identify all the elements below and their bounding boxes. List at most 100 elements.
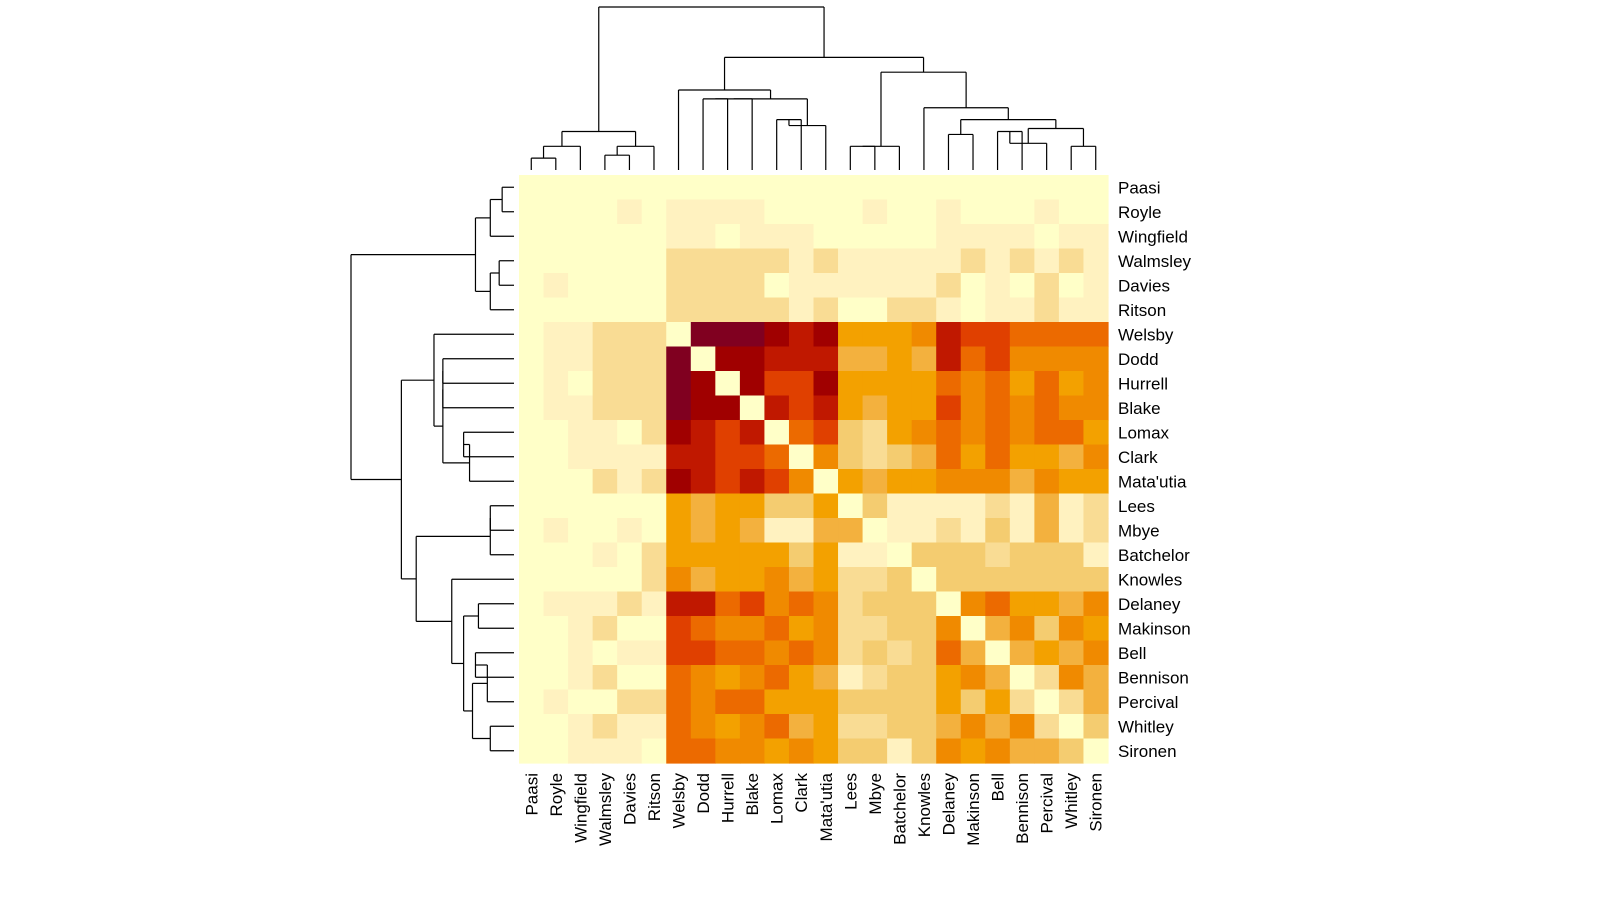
heatmap-cell [1058,665,1085,691]
heatmap-cell [960,371,986,397]
heatmap-cell [617,346,643,372]
heatmap-cell [1083,420,1109,446]
heatmap-cell [739,395,766,421]
heatmap-cell [862,273,888,299]
heatmap-cell [715,714,741,740]
heatmap-cell [1009,199,1035,225]
heatmap-cell [715,469,741,495]
heatmap-cell [641,346,667,372]
heatmap-cell [1034,738,1060,764]
heatmap-cell [960,444,986,470]
heatmap-cell [690,420,716,446]
row-label-mata-utia: Mata'utia [1118,472,1187,491]
heatmap-cell [813,616,839,642]
heatmap-cell [690,689,716,715]
heatmap-cell [862,493,888,519]
heatmap-cell [1034,591,1060,617]
heatmap-cell [911,616,937,642]
heatmap-cell [887,420,913,446]
row-label-delaney: Delaney [1118,595,1181,614]
heatmap-cell [838,665,864,691]
heatmap-cell [568,518,594,544]
heatmap-cell [1034,346,1060,372]
heatmap-cell [788,738,815,764]
heatmap-cell [1034,689,1060,715]
heatmap-cell [715,689,741,715]
heatmap-cell [1034,273,1060,299]
heatmap-cell [592,248,618,274]
heatmap-cell [985,224,1011,250]
row-label-whitley: Whitley [1118,717,1174,736]
heatmap-cell [862,640,888,666]
heatmap-cell [911,273,937,299]
heatmap-cell [936,297,962,323]
heatmap-cell [1083,273,1109,299]
heatmap-cell [1009,420,1035,446]
heatmap-cell [887,322,913,348]
heatmap-cell [1058,224,1085,250]
heatmap-cell [715,346,741,372]
heatmap-cell [764,518,790,544]
heatmap-cell [568,297,594,323]
column-label-walmsley: Walmsley [596,773,615,847]
heatmap-cell [862,542,888,568]
heatmap-cell [813,248,839,274]
heatmap-cell [887,248,913,274]
heatmap-cell [911,542,937,568]
heatmap-cell [1009,273,1035,299]
heatmap-cell [666,371,692,397]
heatmap-cell [1034,224,1060,250]
heatmap-cell [862,395,888,421]
heatmap-cell [813,224,839,250]
heatmap-cell [592,346,618,372]
heatmap-cell [617,518,643,544]
heatmap-cell [960,395,986,421]
heatmap-cell [592,395,618,421]
heatmap-cell [838,518,864,544]
heatmap-cell [641,395,667,421]
heatmap-cell [788,420,815,446]
heatmap-cell [936,248,962,274]
heatmap-cell [887,738,913,764]
heatmap-cell [1009,567,1035,593]
heatmap-cell [813,665,839,691]
heatmap-cell [568,444,594,470]
heatmap-cell [764,175,790,201]
heatmap-cell [1009,469,1035,495]
heatmap-cell [862,175,888,201]
heatmap-cell [592,420,618,446]
heatmap-cell [543,248,569,274]
heatmap-cell [666,689,692,715]
heatmap-cell [936,640,962,666]
heatmap-cell [617,640,643,666]
heatmap-cell [592,738,618,764]
heatmap-cell [641,322,667,348]
heatmap-cell [764,665,790,691]
column-dendrogram [530,6,1097,170]
heatmap-cell [617,493,643,519]
heatmap-cell [813,738,839,764]
column-label-bell: Bell [989,773,1008,801]
heatmap-cell [862,297,888,323]
heatmap-cell [911,469,937,495]
heatmap-cell [1009,738,1035,764]
heatmap-cell [592,297,618,323]
heatmap-cell [1058,346,1085,372]
heatmap-cell [911,444,937,470]
heatmap-cell [519,542,545,568]
heatmap-cell [568,689,594,715]
heatmap-cell [715,640,741,666]
heatmap-cell [592,714,618,740]
heatmap-cell [1009,689,1035,715]
heatmap-cell [568,665,594,691]
heatmap-cell [887,567,913,593]
heatmap-cell [715,322,741,348]
heatmap-cell [1009,493,1035,519]
heatmap-cell [641,469,667,495]
row-label-batchelor: Batchelor [1118,546,1190,565]
heatmap-cell [960,616,986,642]
heatmap-cell [862,518,888,544]
heatmap-cell [715,273,741,299]
heatmap-cell [813,346,839,372]
heatmap-cell [617,542,643,568]
